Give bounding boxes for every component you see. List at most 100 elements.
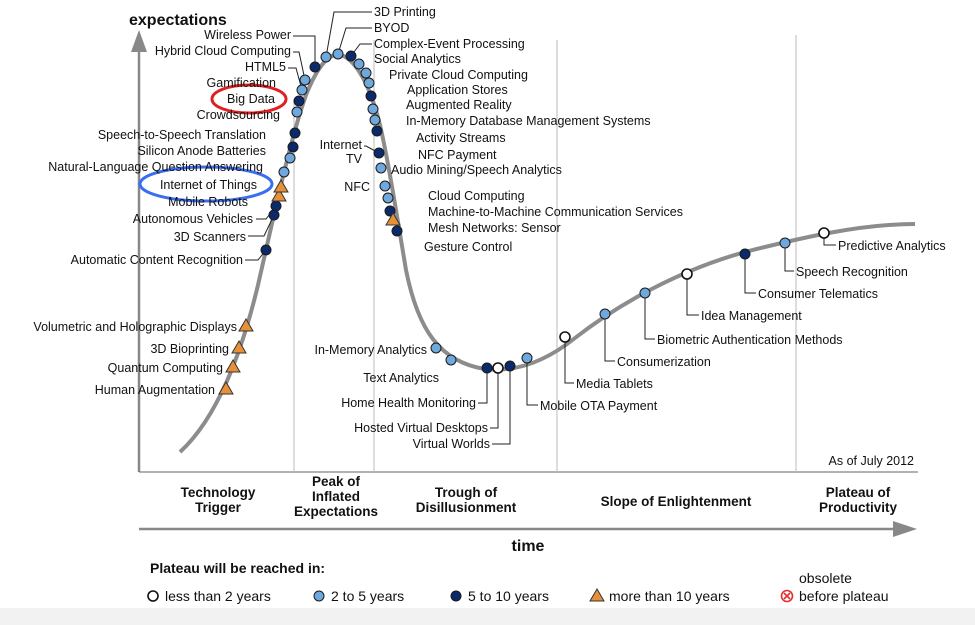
- marker-nfc: [379, 180, 391, 192]
- label-internet-tv: Internet TV: [320, 138, 363, 166]
- label-gamification: Gamification: [207, 76, 277, 90]
- label-predictive-analytics: Predictive Analytics: [838, 239, 946, 253]
- label-in-memory-analytics: In-Memory Analytics: [314, 343, 427, 357]
- label-silicon-anode-batteries: Silicon Anode Batteries: [137, 144, 266, 158]
- marker-virtual-worlds: [504, 360, 516, 372]
- big-data-highlight-ring: [210, 83, 288, 115]
- label-media-tablets: Media Tablets: [576, 377, 653, 391]
- marker-mobile-ota-payment: [521, 352, 533, 364]
- leader-biometric-authentication-methods: [644, 293, 655, 340]
- marker-mesh-networks-sensor: [385, 212, 401, 226]
- label-hosted-virtual-desktops: Hosted Virtual Desktops: [354, 421, 488, 435]
- marker-big-data: [291, 106, 303, 118]
- label-crowdsourcing: Crowdsourcing: [197, 108, 280, 122]
- marker-internet-of-things: [273, 179, 289, 193]
- label-home-health-monitoring: Home Health Monitoring: [341, 396, 476, 410]
- label-cloud-computing: Cloud Computing: [428, 189, 525, 203]
- label-volumetric-and-holographic-displays: Volumetric and Holographic Displays: [33, 320, 237, 334]
- marker-crowdsourcing: [289, 127, 301, 139]
- legend-title: Plateau will be reached in:: [150, 560, 325, 576]
- leader-byod: [337, 27, 372, 55]
- label-consumerization: Consumerization: [617, 355, 711, 369]
- marker-gamification: [293, 95, 305, 107]
- phase-trough-of-disillusionment: Trough of Disillusionment: [416, 485, 517, 515]
- marker-nfc-payment: [371, 125, 383, 137]
- phase-technology-trigger: Technology Trigger: [181, 485, 256, 515]
- marker-hybrid-cloud-computing: [299, 74, 311, 86]
- label-consumer-telematics: Consumer Telematics: [758, 287, 878, 301]
- label-internet-of-things: Internet of Things: [160, 178, 257, 192]
- bottom-strip: [0, 608, 975, 625]
- legend-marker-more-than-10-years: [589, 588, 605, 602]
- marker-text-analytics: [445, 354, 457, 366]
- label-3d-scanners: 3D Scanners: [174, 230, 246, 244]
- label-3d-bioprinting: 3D Bioprinting: [150, 342, 229, 356]
- marker-cloud-computing: [382, 192, 394, 204]
- label-byod: BYOD: [374, 21, 409, 35]
- marker-hosted-virtual-desktops: [492, 362, 504, 374]
- label-in-memory-database-management-systems: In-Memory Database Management Systems: [406, 114, 651, 128]
- technology-markers: [218, 48, 830, 395]
- leader-mobile-ota-payment: [526, 358, 538, 406]
- label-gesture-control: Gesture Control: [424, 240, 512, 254]
- marker-3d-bioprinting: [231, 340, 247, 354]
- marker-autonomous-vehicles: [270, 200, 282, 212]
- leader-html5: [288, 67, 303, 91]
- label-text-analytics: Text Analytics: [363, 371, 439, 385]
- legend-marker-obsolete-before-plateau: [780, 589, 794, 603]
- marker-html5: [296, 84, 308, 96]
- label-wireless-power: Wireless Power: [204, 28, 291, 42]
- label-automatic-content-recognition: Automatic Content Recognition: [71, 253, 243, 267]
- marker-automatic-content-recognition: [260, 244, 272, 256]
- marker-complex-event-processing: [345, 50, 357, 62]
- marker-consumerization: [599, 308, 611, 320]
- marker-speech-recognition: [779, 237, 791, 249]
- marker-natural-language-question-answering: [278, 166, 290, 178]
- label-social-analytics: Social Analytics: [374, 52, 461, 66]
- phase-peak-of-inflated-expectations: Peak of Inflated Expectations: [294, 474, 378, 519]
- label-nfc-payment: NFC Payment: [418, 148, 497, 162]
- marker-audio-mining-speech-analytics: [375, 162, 387, 174]
- marker-social-analytics: [353, 58, 365, 70]
- label-mobile-ota-payment: Mobile OTA Payment: [540, 399, 658, 413]
- marker-3d-scanners: [268, 209, 280, 221]
- leader-home-health-monitoring: [478, 368, 488, 404]
- label-activity-streams: Activity Streams: [416, 131, 506, 145]
- phase-slope-of-enlightenment: Slope of Enlightenment: [601, 494, 752, 509]
- marker-activity-streams: [369, 114, 381, 126]
- label-private-cloud-computing: Private Cloud Computing: [389, 68, 528, 82]
- legend: Plateau will be reached in: less than 2 y…: [147, 560, 889, 604]
- marker-wireless-power: [309, 61, 321, 73]
- leader-hybrid-cloud-computing: [293, 51, 306, 81]
- marker-speech-to-speech-translation: [287, 141, 299, 153]
- marker-idea-management: [681, 268, 693, 280]
- legend-label-obsolete-before-plateau: obsolete before plateau: [799, 570, 889, 604]
- marker-predictive-analytics: [818, 227, 830, 239]
- leader-3d-scanners: [248, 214, 275, 237]
- legend-marker-less-than-2-years: [147, 590, 159, 602]
- label-virtual-worlds: Virtual Worlds: [413, 437, 490, 451]
- marker-biometric-authentication-methods: [639, 287, 651, 299]
- label-biometric-authentication-methods: Biometric Authentication Methods: [657, 333, 843, 347]
- marker-consumer-telematics: [739, 248, 751, 260]
- leader-lines: [245, 11, 836, 445]
- label-mobile-robots: Mobile Robots: [168, 195, 248, 209]
- marker-augmented-reality: [365, 90, 377, 102]
- marker-volumetric-and-holographic-displays: [238, 318, 254, 332]
- as-of-note: As of July 2012: [829, 454, 915, 468]
- legend-label-5-to-10-years: 5 to 10 years: [468, 588, 549, 604]
- label-speech-to-speech-translation: Speech-to-Speech Translation: [98, 128, 266, 142]
- label-nfc: NFC: [344, 180, 370, 194]
- leader-wireless-power: [293, 35, 316, 67]
- label-idea-management: Idea Management: [701, 309, 802, 323]
- marker-media-tablets: [559, 331, 571, 343]
- label-3d-printing: 3D Printing: [374, 5, 436, 19]
- label-audio-mining-speech-analytics: Audio Mining/Speech Analytics: [391, 163, 562, 177]
- marker-gesture-control: [391, 225, 403, 237]
- label-html5: HTML5: [245, 60, 286, 74]
- label-mesh-networks-sensor: Mesh Networks: Sensor: [428, 221, 561, 235]
- leader-media-tablets: [564, 337, 574, 384]
- legend-label-more-than-10-years: more than 10 years: [609, 588, 730, 604]
- label-machine-to-machine-communication-services: Machine-to-Machine Communication Service…: [428, 205, 683, 219]
